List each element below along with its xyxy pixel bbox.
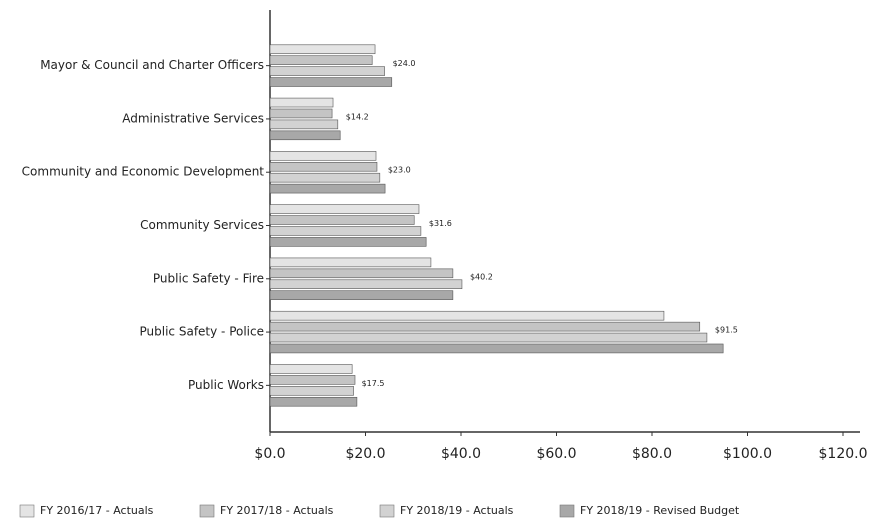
data-label: $31.6	[429, 219, 452, 228]
bar	[269, 161, 378, 172]
data-label: $17.5	[362, 379, 385, 388]
bar	[269, 364, 353, 374]
legend-swatch	[379, 504, 395, 518]
legend-label: FY 2017/18 - Actuals	[220, 504, 334, 517]
bar	[269, 332, 708, 343]
bar	[269, 343, 724, 354]
bar	[269, 204, 420, 214]
bar	[269, 183, 386, 194]
bar	[269, 119, 339, 130]
y-tick-label: Public Safety - Police	[140, 325, 264, 339]
bar	[269, 215, 415, 225]
legend-label: FY 2018/19 - Revised Budget	[580, 504, 740, 517]
bar	[269, 257, 432, 268]
x-tick-label: $60.0	[536, 446, 576, 462]
bar	[269, 77, 393, 87]
legend-label: FY 2016/17 - Actuals	[40, 504, 154, 517]
legend-label: FY 2018/19 - Actuals	[400, 504, 514, 517]
bar	[269, 66, 385, 76]
bar	[269, 237, 427, 247]
data-label: $24.0	[393, 59, 416, 68]
bar	[269, 386, 354, 396]
x-tick-label: $100.0	[723, 446, 772, 462]
bar	[269, 310, 665, 321]
bar	[269, 108, 333, 119]
bar	[269, 268, 454, 279]
y-tick-label: Public Safety - Fire	[153, 271, 264, 285]
bar	[269, 130, 341, 141]
legend-swatch	[199, 504, 215, 518]
x-tick-label: $80.0	[632, 446, 672, 462]
bar	[269, 290, 454, 300]
bar	[269, 151, 377, 161]
bar	[269, 97, 334, 108]
x-tick-label: $40.0	[441, 446, 481, 462]
x-tick-label: $20.0	[345, 446, 385, 462]
data-label: $23.0	[388, 166, 411, 175]
x-tick-label: $120.0	[819, 446, 868, 462]
data-label: $14.2	[346, 112, 369, 121]
y-tick-label: Community and Economic Development	[22, 165, 265, 179]
bar	[269, 396, 358, 407]
data-label: $91.5	[715, 326, 738, 335]
y-tick-label: Mayor & Council and Charter Officers	[40, 58, 264, 72]
bar	[269, 172, 381, 183]
bar	[269, 44, 376, 55]
data-label: $40.2	[470, 272, 493, 281]
bar	[269, 279, 463, 290]
legend-swatch	[559, 504, 575, 518]
bar	[269, 55, 373, 65]
bar	[269, 226, 422, 236]
y-tick-label: Administrative Services	[122, 111, 264, 125]
y-tick-label: Community Services	[140, 218, 264, 232]
x-tick-label: $0.0	[254, 446, 285, 462]
legend-swatch	[19, 504, 35, 518]
y-tick-label: Public Works	[188, 378, 264, 392]
bar	[269, 375, 356, 385]
bar	[269, 321, 701, 332]
